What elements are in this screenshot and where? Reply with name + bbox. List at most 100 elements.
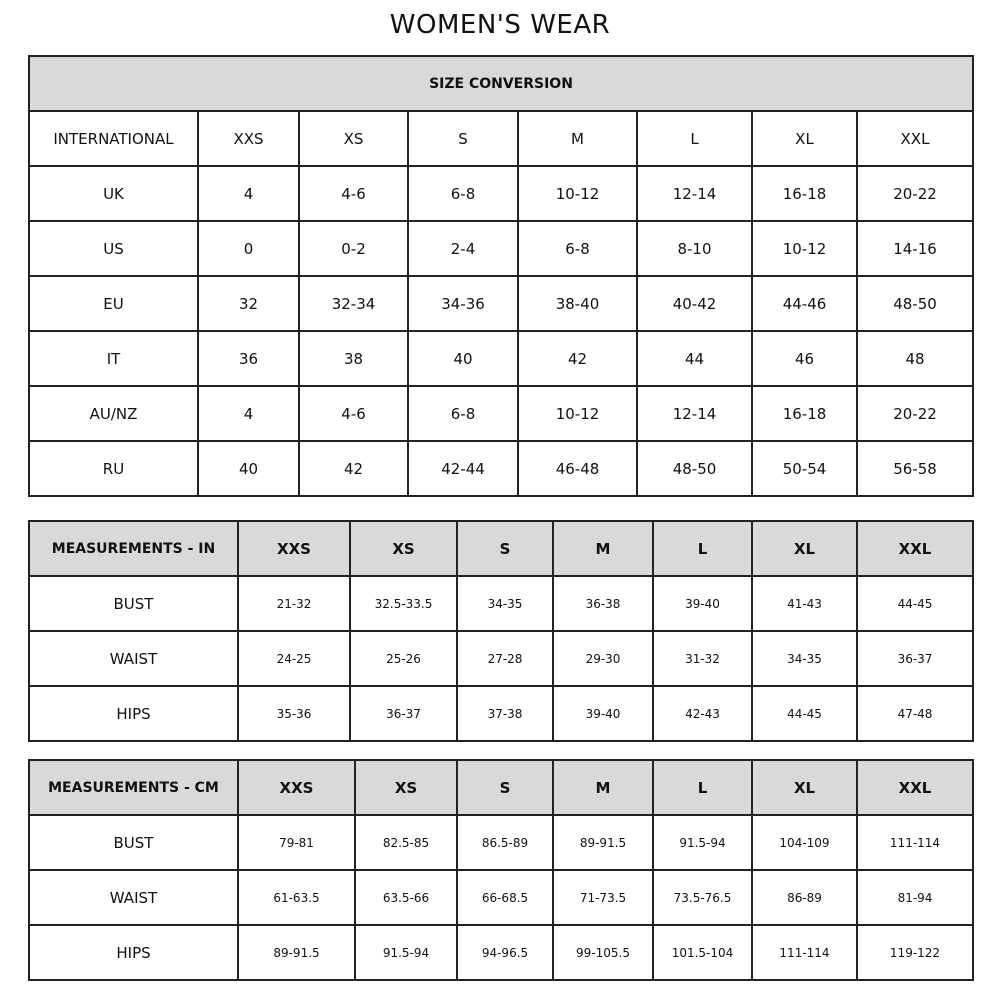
table-cell: 42-43 (652, 685, 753, 742)
table-cell: 10-12 (517, 165, 638, 222)
table-cell: 4-6 (298, 385, 409, 442)
table-cell: 63.5-66 (354, 869, 458, 926)
table-row-ru: RU 40 42 42-44 46-48 48-50 50-54 56-58 (28, 440, 974, 497)
table-cell: 71-73.5 (552, 869, 654, 926)
header-label: INTERNATIONAL (28, 110, 199, 167)
row-label: HIPS (28, 685, 239, 742)
table-cell: 41-43 (751, 575, 858, 632)
size-header-m: M (517, 110, 638, 167)
table-cell: 47-48 (856, 685, 974, 742)
table-cell: 38 (298, 330, 409, 387)
table-cell: 40 (407, 330, 519, 387)
table-cell: 44-46 (751, 275, 858, 332)
table-cell: 6-8 (407, 165, 519, 222)
table-cell: 32.5-33.5 (349, 575, 458, 632)
header-label: MEASUREMENTS - CM (28, 759, 239, 816)
table-cell: 40-42 (636, 275, 753, 332)
table-cell: 36 (197, 330, 300, 387)
size-header-xs: XS (349, 520, 458, 577)
table-cell: 50-54 (751, 440, 858, 497)
table-cell: 0 (197, 220, 300, 277)
table-cell: 8-10 (636, 220, 753, 277)
size-header-xxs: XXS (197, 110, 300, 167)
table-cell: 48-50 (856, 275, 974, 332)
size-header-s: S (456, 759, 554, 816)
table-cell: 73.5-76.5 (652, 869, 753, 926)
table-cell: 86-89 (751, 869, 858, 926)
table-cell: 40 (197, 440, 300, 497)
table-cell: 16-18 (751, 165, 858, 222)
table-cell: 24-25 (237, 630, 351, 687)
size-header-xxs: XXS (237, 520, 351, 577)
table-row-aunz: AU/NZ 4 4-6 6-8 10-12 12-14 16-18 20-22 (28, 385, 974, 442)
size-header-xxl: XXL (856, 110, 974, 167)
table-cell: 12-14 (636, 385, 753, 442)
row-label: UK (28, 165, 199, 222)
table-cell: 48-50 (636, 440, 753, 497)
table-cell: 42 (298, 440, 409, 497)
table-cell: 12-14 (636, 165, 753, 222)
size-header-m: M (552, 759, 654, 816)
table-cell: 66-68.5 (456, 869, 554, 926)
table-cell: 111-114 (856, 814, 974, 871)
table-cell: 44-45 (856, 575, 974, 632)
row-label: BUST (28, 575, 239, 632)
table-cell: 37-38 (456, 685, 554, 742)
table-row-hips: HIPS 89-91.5 91.5-94 94-96.5 99-105.5 101.5-1… (28, 924, 974, 981)
header-row: INTERNATIONAL XXS XS S M L XL XXL (28, 110, 974, 167)
size-header-xs: XS (354, 759, 458, 816)
row-label: IT (28, 330, 199, 387)
size-header-xs: XS (298, 110, 409, 167)
table-cell: 32-34 (298, 275, 409, 332)
table-cell: 4 (197, 165, 300, 222)
table-row-waist: WAIST 61-63.5 63.5-66 66-68.5 71-73.5 73.5-76… (28, 869, 974, 926)
row-label: EU (28, 275, 199, 332)
table-cell: 111-114 (751, 924, 858, 981)
row-label: WAIST (28, 869, 239, 926)
table-row-hips: HIPS 35-36 36-37 37-38 39-40 42-43 44-45 47-48 (28, 685, 974, 742)
table-cell: 46-48 (517, 440, 638, 497)
size-header-l: L (652, 759, 753, 816)
row-label: US (28, 220, 199, 277)
size-header-xxs: XXS (237, 759, 356, 816)
table-cell: 79-81 (237, 814, 356, 871)
header-label: MEASUREMENTS - IN (28, 520, 239, 577)
table-cell: 38-40 (517, 275, 638, 332)
table-row-it: IT 36 38 40 42 44 46 48 (28, 330, 974, 387)
row-label: BUST (28, 814, 239, 871)
table-cell: 91.5-94 (652, 814, 753, 871)
size-header-m: M (552, 520, 654, 577)
table-cell: 32 (197, 275, 300, 332)
table-cell: 29-30 (552, 630, 654, 687)
table-cell: 104-109 (751, 814, 858, 871)
table-cell: 4 (197, 385, 300, 442)
table-cell: 36-37 (349, 685, 458, 742)
table-cell: 39-40 (552, 685, 654, 742)
table-cell: 6-8 (407, 385, 519, 442)
measurements-in-table: MEASUREMENTS - IN XXS XS S M L XL XXL BUST 21-32 3… (28, 520, 974, 742)
table-cell: 61-63.5 (237, 869, 356, 926)
row-label: HIPS (28, 924, 239, 981)
table-cell: 34-35 (456, 575, 554, 632)
table-cell: 91.5-94 (354, 924, 458, 981)
table-cell: 34-35 (751, 630, 858, 687)
size-header-s: S (456, 520, 554, 577)
table-cell: 0-2 (298, 220, 409, 277)
size-header-s: S (407, 110, 519, 167)
row-label: AU/NZ (28, 385, 199, 442)
table-cell: 44-45 (751, 685, 858, 742)
size-header-l: L (652, 520, 753, 577)
size-header-xxl: XXL (856, 520, 974, 577)
table-cell: 36-37 (856, 630, 974, 687)
size-header-xl: XL (751, 110, 858, 167)
table-cell: 99-105.5 (552, 924, 654, 981)
measurements-cm-table: MEASUREMENTS - CM XXS XS S M L XL XXL BUST 79-81 8… (28, 759, 974, 981)
table-cell: 42 (517, 330, 638, 387)
table-caption: SIZE CONVERSION (28, 55, 974, 112)
header-row: MEASUREMENTS - IN XXS XS S M L XL XXL (28, 520, 974, 577)
table-cell: 27-28 (456, 630, 554, 687)
table-row-us: US 0 0-2 2-4 6-8 8-10 10-12 14-16 (28, 220, 974, 277)
table-cell: 4-6 (298, 165, 409, 222)
table-cell: 86.5-89 (456, 814, 554, 871)
table-cell: 82.5-85 (354, 814, 458, 871)
